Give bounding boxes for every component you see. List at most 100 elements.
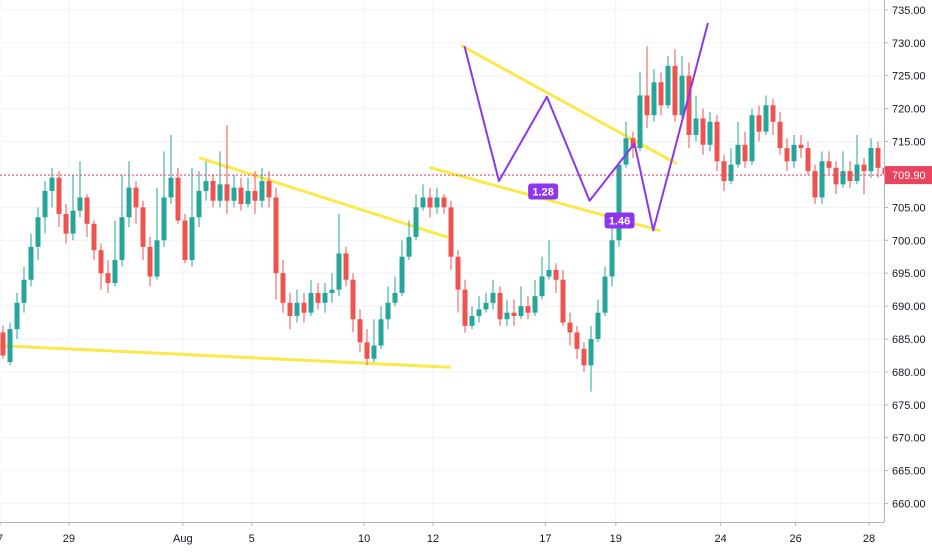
candle [266, 171, 272, 208]
time-tick-label: 19 [610, 533, 622, 545]
candle [714, 115, 720, 172]
candle [357, 309, 363, 353]
price-tick-label: 730.00 [892, 38, 926, 50]
candle [329, 273, 335, 303]
candle-body [679, 75, 685, 116]
candle-body [161, 197, 167, 241]
current-price-tag-text: 709.90 [892, 170, 926, 182]
candle-body [840, 171, 846, 185]
candle-body [357, 319, 363, 343]
ratio-label-bg [604, 212, 635, 229]
candle [777, 111, 783, 155]
candle-body [91, 223, 97, 251]
candle [553, 263, 559, 293]
candle-body [35, 217, 41, 247]
candle-body [609, 240, 615, 277]
candle-body [343, 253, 349, 280]
candle [14, 292, 20, 340]
candle [7, 322, 13, 366]
candle-body [714, 121, 720, 162]
candle-body [504, 312, 510, 320]
candle-body [441, 197, 447, 208]
candle-body [427, 197, 433, 208]
candle-body [805, 148, 811, 172]
candle-body [182, 220, 188, 261]
candle-body [322, 292, 328, 303]
candle [63, 204, 69, 244]
time-tick-label: 24 [715, 533, 727, 545]
candle-body [70, 210, 76, 234]
current-price-tag-bg [885, 166, 932, 185]
candle [322, 283, 328, 313]
candle-body [392, 292, 398, 303]
candle-body [770, 105, 776, 122]
candle-body [749, 115, 755, 162]
candle-body [469, 315, 475, 326]
candle-body [665, 65, 671, 106]
candle [518, 286, 524, 320]
candle [161, 151, 167, 247]
candle [539, 256, 545, 300]
candle-body [259, 181, 265, 201]
candle-body [875, 148, 881, 168]
time-axis[interactable]: 7 29 Aug 5 10 12 17 19 24 26 28 [0, 522, 884, 550]
candle-body [28, 246, 34, 280]
price-tick-label: 685.00 [892, 334, 926, 346]
candle-body [728, 164, 734, 182]
candle-body [693, 118, 699, 135]
candle-body [406, 236, 412, 257]
candle [189, 167, 195, 267]
candle [175, 167, 181, 224]
candle-body [581, 348, 587, 366]
trendline-lower-support [0, 344, 451, 369]
candle-body [623, 138, 629, 165]
candle [679, 55, 685, 119]
candle [224, 125, 230, 214]
ratio-label-bg [528, 183, 559, 200]
candle [791, 134, 797, 168]
candle-body [217, 184, 223, 201]
price-tick-label: 725.00 [892, 71, 926, 83]
ratio-label-text: 1.46 [609, 216, 630, 228]
candle-body [378, 319, 384, 346]
candle [819, 151, 825, 205]
price-tick-label: 680.00 [892, 367, 926, 379]
harmonic-pattern [463, 22, 709, 232]
candle [497, 286, 503, 326]
candle [511, 299, 517, 326]
candle-body [854, 164, 860, 182]
candle-body [364, 342, 370, 359]
candle-body [567, 322, 573, 333]
time-tick-label: 26 [789, 533, 801, 545]
candle [770, 98, 776, 135]
candle [476, 296, 482, 323]
candle [609, 227, 615, 287]
candle [203, 161, 209, 201]
candle [448, 200, 454, 270]
candle [686, 62, 692, 149]
candle [441, 194, 447, 214]
candle-body [140, 207, 146, 247]
candle [0, 325, 6, 359]
candle-body [455, 256, 461, 290]
ratio-label-text: 1.28 [532, 187, 553, 199]
ratio-label: 1.28 [528, 183, 559, 200]
candle [273, 187, 279, 300]
candle-body [462, 289, 468, 326]
price-axis[interactable]: 735.00730.00725.00720.00715.00710.00705.… [884, 0, 932, 550]
candle-body [147, 246, 153, 277]
candle [315, 283, 321, 310]
candle [644, 46, 650, 129]
pattern-ratio-labels: 1.28 1.46 [528, 183, 635, 229]
trendline-descending-upper [198, 156, 448, 239]
candle-body [371, 345, 377, 359]
candle [784, 138, 790, 172]
candle [847, 161, 853, 188]
candle-body [154, 240, 160, 277]
candle [182, 213, 188, 264]
grid-lines [0, 0, 884, 522]
candle-body [287, 302, 293, 316]
